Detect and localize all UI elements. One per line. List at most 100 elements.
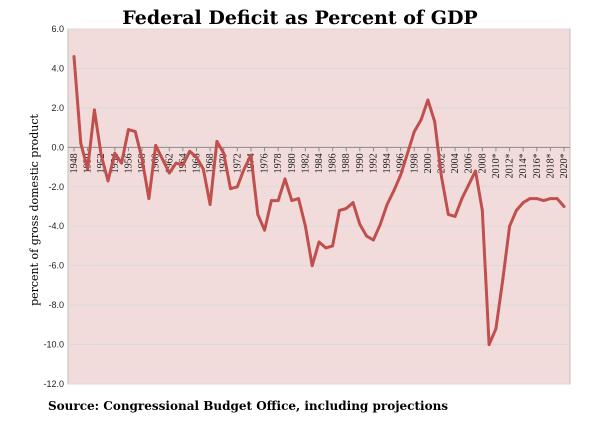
data-point-1995 <box>392 189 396 193</box>
x-axis <box>68 146 570 152</box>
data-point-1967 <box>201 167 205 171</box>
y-tick-label: -10.0 <box>43 340 64 350</box>
data-point-1970 <box>222 151 226 155</box>
data-point-1983 <box>310 264 314 268</box>
data-point-2008 <box>480 209 484 212</box>
data-point-1981 <box>297 197 300 201</box>
data-point-1948 <box>72 55 76 59</box>
data-point-2010 <box>494 327 498 331</box>
data-point-1998 <box>412 130 416 133</box>
data-point-1979 <box>283 177 287 181</box>
data-point-1991 <box>365 234 369 238</box>
data-point-2016 <box>535 197 539 201</box>
data-point-1973 <box>242 167 246 171</box>
x-tick-label: 1990 <box>355 153 366 173</box>
data-point-1972 <box>235 185 239 189</box>
data-point-1986 <box>331 244 335 248</box>
x-tick-label: 2006 <box>464 153 475 173</box>
data-point-1965 <box>188 149 192 153</box>
data-point-1949 <box>79 141 83 145</box>
data-point-2005 <box>460 197 464 201</box>
x-tick-label: 1976 <box>260 153 271 173</box>
y-axis-label: percent of gross domestic product <box>28 113 41 305</box>
data-point-2003 <box>446 212 450 216</box>
x-tick-label: 1996 <box>396 153 407 173</box>
x-tick-label: 1984 <box>314 153 325 173</box>
x-tick-label: 1952 <box>96 153 107 173</box>
data-point-1961 <box>161 157 164 161</box>
data-point-1982 <box>303 224 307 228</box>
data-point-2002 <box>440 175 443 179</box>
data-point-1990 <box>358 222 362 226</box>
data-point-1976 <box>263 228 266 232</box>
plot-area <box>67 28 571 385</box>
data-point-1963 <box>174 161 178 165</box>
x-tick-label: 1954 <box>110 153 121 173</box>
x-tick-label: 1986 <box>328 153 339 173</box>
data-point-1956 <box>127 128 130 131</box>
x-tick-label: 2008 <box>477 153 488 173</box>
x-tick-label: 2012* <box>505 153 516 178</box>
x-tick-label: 2016* <box>532 153 543 178</box>
data-point-1950 <box>86 167 90 171</box>
data-point-1958 <box>140 157 144 161</box>
chart-title: Federal Deficit as Percent of GDP <box>122 7 477 29</box>
data-point-2004 <box>453 214 457 218</box>
data-point-1992 <box>372 238 375 242</box>
data-point-2011 <box>501 278 505 281</box>
data-point-1966 <box>195 155 198 159</box>
data-point-2018 <box>548 197 552 201</box>
data-point-1993 <box>378 222 382 226</box>
data-point-1964 <box>181 163 185 167</box>
data-point-1974 <box>249 153 253 157</box>
data-point-1988 <box>344 207 348 210</box>
x-tick-label: 1998 <box>409 153 420 173</box>
data-point-1985 <box>324 246 328 250</box>
x-tick-label: 1982 <box>300 153 311 173</box>
data-point-1959 <box>147 197 151 201</box>
x-tick-label: 2018* <box>545 153 556 178</box>
data-point-1953 <box>106 179 110 183</box>
data-point-1984 <box>317 240 321 244</box>
data-points <box>72 55 566 346</box>
data-point-1969 <box>215 140 219 143</box>
data-point-2020 <box>562 205 566 208</box>
y-tick-label: 2.0 <box>51 103 64 113</box>
x-tick-label: 1978 <box>273 153 284 173</box>
x-tick-label: 1948 <box>69 153 80 173</box>
data-point-1975 <box>256 212 260 216</box>
data-point-1999 <box>419 118 423 122</box>
y-tick-label: 4.0 <box>51 63 64 73</box>
x-tick-label: 1966 <box>192 153 203 173</box>
data-point-1977 <box>269 199 273 202</box>
y-tick-label: -2.0 <box>48 182 64 192</box>
data-point-1968 <box>208 203 212 206</box>
data-point-1954 <box>113 151 117 155</box>
x-tick-label: 1968 <box>205 153 216 173</box>
data-point-2012 <box>508 224 511 228</box>
x-tick-label: 1960 <box>151 153 162 173</box>
x-tick-label: 2014* <box>518 153 529 178</box>
x-tick-label: 1988 <box>341 153 352 173</box>
data-point-1962 <box>167 171 171 175</box>
y-tick-label: -4.0 <box>48 221 64 231</box>
data-point-2013 <box>514 209 518 212</box>
data-point-1960 <box>154 143 158 147</box>
data-point-1971 <box>229 187 232 191</box>
data-point-1951 <box>93 108 96 112</box>
y-axis-ticks: 6.0 4.0 2.0 0.0 -2.0 -4.0 -6.0 -8.0 -10.0 -12.0 <box>43 24 64 389</box>
x-tick-label: 1962 <box>164 153 175 173</box>
x-tick-label: 2002 <box>437 153 448 173</box>
data-point-1987 <box>338 209 341 212</box>
data-point-2014 <box>521 201 525 204</box>
y-tick-label: 6.0 <box>51 24 64 34</box>
x-tick-label: 2010* <box>491 153 502 178</box>
data-point-2017 <box>542 199 545 202</box>
data-point-1980 <box>290 199 294 202</box>
x-tick-label: 2000 <box>423 153 434 173</box>
data-point-1978 <box>276 199 280 202</box>
data-point-2015 <box>528 197 532 201</box>
data-point-1952 <box>99 153 103 157</box>
data-point-1955 <box>120 161 124 165</box>
